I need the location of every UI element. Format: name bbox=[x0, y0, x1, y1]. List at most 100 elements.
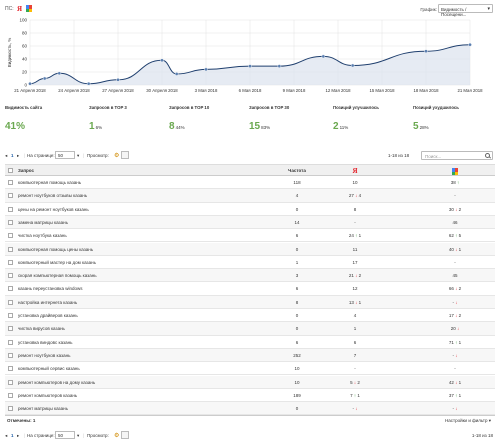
google-position: 46 bbox=[425, 220, 485, 225]
query-text: компьютерный сервис казань bbox=[18, 366, 80, 372]
row-checkbox[interactable] bbox=[8, 326, 13, 332]
google-icon[interactable] bbox=[425, 168, 485, 176]
per-page-select[interactable]: 50 bbox=[55, 151, 75, 159]
row-checkbox[interactable] bbox=[8, 273, 13, 279]
query-text: компьютерная помощь казань bbox=[18, 180, 82, 185]
table-row[interactable]: скорая компьютерная помощь казань 3 21 ↓ 2… bbox=[5, 269, 495, 283]
table-row[interactable]: цены на ремонт ноутбуков казань 0 8 30 ↓ 2 bbox=[5, 203, 495, 216]
row-checkbox[interactable] bbox=[8, 193, 13, 199]
grid-view-icon[interactable] bbox=[121, 431, 129, 439]
row-checkbox[interactable] bbox=[8, 206, 13, 212]
position-value: 10 bbox=[352, 180, 358, 185]
row-checkbox[interactable] bbox=[8, 299, 13, 305]
x-tick-label: 6 Мая 2018 bbox=[239, 88, 262, 93]
stat-item: Позиций ухудшилось 528% bbox=[413, 105, 491, 135]
change-arrow-icon: ↓ bbox=[455, 286, 458, 292]
row-checkbox[interactable] bbox=[8, 219, 13, 225]
table-row[interactable]: компьютерная помощь казань 118 10 38 ↑ bbox=[5, 176, 495, 190]
graph-select[interactable]: Видимость / Посещени... ▾ bbox=[438, 4, 493, 17]
change-arrow-icon: ↓ bbox=[355, 193, 358, 199]
row-checkbox[interactable] bbox=[8, 180, 13, 185]
per-page-select[interactable]: 50 bbox=[55, 431, 75, 439]
change-arrow-icon: ↓ bbox=[353, 379, 357, 385]
x-tick-label: 9 Мая 2018 bbox=[283, 88, 306, 93]
prev-page-icon[interactable]: ◂ bbox=[5, 153, 8, 158]
table-row[interactable]: ремонт ноутбуков казань 252 7 - ↓ bbox=[5, 348, 495, 363]
yandex-position: 4 bbox=[325, 313, 385, 318]
next-page-icon[interactable]: ▸ bbox=[17, 153, 20, 158]
frequency-value: 14 bbox=[294, 219, 300, 225]
table-row[interactable]: ремонт компьютеров на дому казань 10 5 ↓ 2… bbox=[5, 375, 495, 389]
table-row[interactable]: компьютерный сервис казань 10 - - bbox=[5, 362, 495, 376]
data-point bbox=[468, 42, 472, 47]
stat-item: Запросов в TOP 10 844% bbox=[169, 105, 247, 135]
table-row[interactable]: замена матрицы казань 14 - 46 bbox=[5, 215, 495, 230]
yandex-icon[interactable]: Я bbox=[17, 5, 23, 13]
row-checkbox[interactable] bbox=[8, 406, 13, 412]
table-row[interactable]: ремонт матрицы казань 0 - ↓ - ↓ bbox=[5, 402, 495, 416]
search-input[interactable]: Поиск... bbox=[421, 151, 493, 160]
row-checkbox[interactable] bbox=[8, 259, 13, 265]
x-tick-label: 18 Мая 2018 bbox=[413, 88, 439, 93]
query-text: ремонт ноутбуков казань bbox=[18, 352, 71, 358]
frequency-value: 6 bbox=[295, 339, 299, 345]
pager-top: ◂ 1 ▸ | На странице: 50 ▾ | Просмотр: ⚙ … bbox=[5, 151, 495, 161]
yandex-icon[interactable]: Я bbox=[352, 166, 358, 175]
grid-view-icon[interactable] bbox=[121, 151, 129, 159]
divider: | bbox=[24, 153, 26, 158]
position-value: 45 bbox=[452, 273, 458, 279]
stat-percent: 6% bbox=[95, 125, 103, 130]
header-query[interactable]: Запрос bbox=[18, 168, 34, 173]
google-icon[interactable] bbox=[26, 5, 32, 12]
row-checkbox[interactable] bbox=[8, 233, 13, 239]
query-text: ремонт компьютеров на дому казань bbox=[18, 379, 96, 385]
frequency-value: 118 bbox=[293, 180, 301, 185]
table-row[interactable]: компьютерная помощь цены казань 0 11 40 ↓ … bbox=[5, 242, 495, 256]
row-checkbox[interactable] bbox=[8, 392, 13, 398]
next-page-icon[interactable]: ▸ bbox=[17, 433, 20, 438]
stat-value: 41% bbox=[5, 121, 26, 132]
y-tick-label: 0 bbox=[24, 83, 27, 88]
position-value: - bbox=[452, 299, 454, 305]
row-checkbox[interactable] bbox=[8, 286, 13, 292]
position-value: 42 bbox=[448, 379, 454, 385]
google-position: 38 ↑ bbox=[425, 180, 485, 185]
change-arrow-icon: ↓ bbox=[455, 406, 458, 412]
table-row[interactable]: чистка ноутбука казань 6 24 ↑ 1 62 ↑ 5 bbox=[5, 229, 495, 243]
table-row[interactable]: установка драйверов казань 0 4 17 ↓ 2 bbox=[5, 309, 495, 323]
stat-percent: 11% bbox=[339, 125, 349, 130]
row-checkbox[interactable] bbox=[8, 379, 13, 385]
settings-filter-link[interactable]: Настройки и фильтр ▾ bbox=[445, 418, 491, 423]
divider: | bbox=[83, 433, 85, 438]
table-row[interactable]: настройка интернета казань 8 13 ↓ 1 - ↓ bbox=[5, 295, 495, 309]
row-checkbox[interactable] bbox=[8, 366, 13, 372]
header-frequency[interactable]: Частота bbox=[288, 168, 306, 173]
prev-page-icon[interactable]: ◂ bbox=[5, 433, 8, 438]
change-arrow-icon: ↓ bbox=[455, 352, 458, 358]
x-tick-label: 21 Мая 2018 bbox=[457, 88, 483, 93]
google-position: - ↓ bbox=[425, 300, 485, 305]
position-value: 46 bbox=[452, 219, 458, 225]
search-icon[interactable] bbox=[485, 153, 490, 158]
table-row[interactable]: казань переустановка windows 6 12 66 ↓ 2 bbox=[5, 282, 495, 296]
table-row[interactable]: ремонт ноутбуков отзывы казань 4 27 ↓ 4- bbox=[5, 189, 495, 203]
select-all-checkbox[interactable] bbox=[8, 168, 13, 173]
page-number[interactable]: 1 bbox=[11, 433, 14, 438]
data-point bbox=[204, 67, 208, 72]
table-row[interactable]: ремонт компьютеров казань 189 7 ↑ 1 37 ↑ 1 bbox=[5, 389, 495, 403]
row-checkbox[interactable] bbox=[8, 352, 13, 358]
row-checkbox[interactable] bbox=[8, 339, 13, 345]
table-row[interactable]: чистка вирусов казань 0 1 20 ↓ bbox=[5, 322, 495, 336]
query-text: замена матрицы казань bbox=[18, 219, 68, 225]
position-value: 40 bbox=[448, 246, 454, 252]
frequency-value: 189 bbox=[293, 392, 301, 398]
table-row[interactable]: установка виндовс казань 6 6 71 ↑ 1 bbox=[5, 336, 495, 349]
row-checkbox[interactable] bbox=[8, 246, 13, 252]
page-number[interactable]: 1 bbox=[11, 153, 14, 158]
table-row[interactable]: компьютерный мастер на дом казань 1 17 - bbox=[5, 256, 495, 270]
stat-value: 2 bbox=[333, 121, 339, 132]
settings-icon[interactable]: ⚙ bbox=[114, 433, 120, 439]
row-checkbox[interactable] bbox=[8, 313, 13, 318]
per-page-label: На странице: bbox=[27, 153, 55, 158]
settings-icon[interactable]: ⚙ bbox=[114, 153, 120, 159]
